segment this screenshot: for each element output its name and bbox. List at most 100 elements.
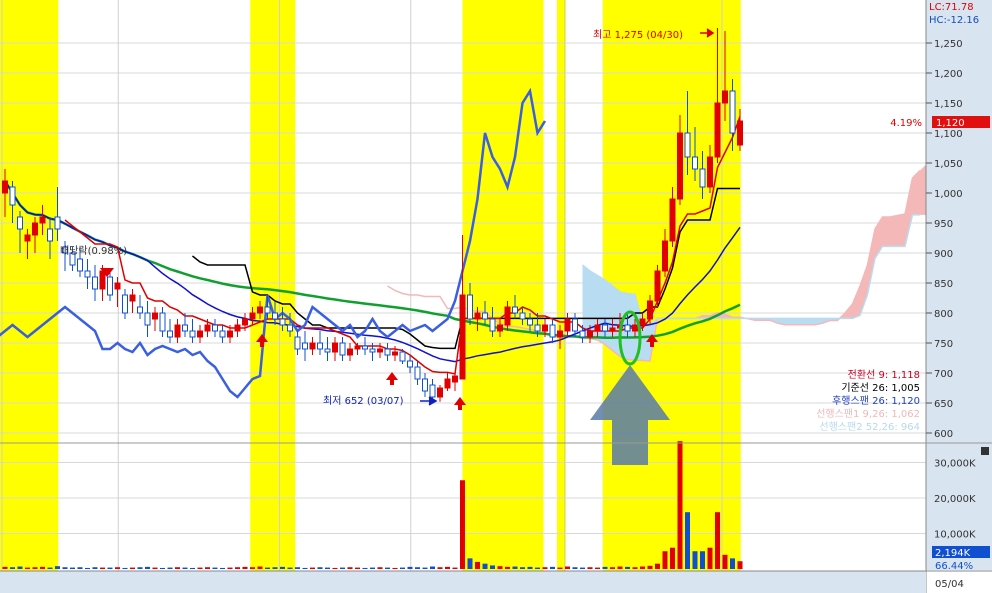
candle-body bbox=[407, 360, 413, 368]
volume-bar bbox=[640, 566, 645, 569]
candle-body bbox=[489, 318, 496, 332]
leading-span-2-line bbox=[582, 214, 920, 326]
volume-bar bbox=[565, 566, 570, 569]
candle-body bbox=[189, 330, 196, 338]
volume-bar bbox=[175, 567, 180, 569]
volume-bar bbox=[535, 567, 540, 569]
candle-body bbox=[302, 342, 308, 350]
high-annotation: 최고 1,275 (04/30) bbox=[593, 29, 683, 41]
buy-signal-arrow-icon bbox=[386, 372, 398, 385]
volume-bar bbox=[595, 567, 600, 569]
volume-bar bbox=[17, 566, 23, 569]
price-tick-label: 600 bbox=[934, 429, 953, 440]
price-axis[interactable] bbox=[926, 0, 992, 570]
candle-body bbox=[347, 348, 353, 356]
volume-bar bbox=[332, 567, 338, 569]
highlight-band bbox=[602, 0, 741, 571]
candle-body bbox=[692, 156, 698, 170]
price-tick-label: 850 bbox=[934, 279, 953, 290]
lc-value: LC:71.78 bbox=[929, 2, 974, 13]
volume-bar bbox=[722, 554, 728, 569]
price-tick-label: 700 bbox=[934, 369, 953, 380]
volume-bar bbox=[340, 567, 345, 569]
volume-bar bbox=[287, 567, 293, 569]
highlight-band bbox=[250, 0, 296, 571]
volume-bar bbox=[10, 567, 15, 569]
volume-bar bbox=[467, 558, 473, 569]
legend-span2: 선행스팬2 52,26: 964 bbox=[819, 421, 920, 433]
volume-tick-label: 10,000K bbox=[934, 530, 976, 541]
volume-bar bbox=[715, 512, 720, 569]
legend-chikou: 후행스팬 26: 1,120 bbox=[832, 395, 920, 407]
candle-body bbox=[474, 312, 481, 320]
candle-body bbox=[684, 132, 691, 158]
volume-bar bbox=[475, 561, 480, 569]
candle-body bbox=[369, 348, 376, 353]
volume-bar bbox=[460, 480, 465, 569]
close-pane-button[interactable] bbox=[981, 447, 989, 455]
volume-bar bbox=[302, 567, 308, 569]
candle-body bbox=[654, 270, 661, 302]
volume-bar bbox=[152, 567, 158, 569]
candle-body bbox=[234, 324, 241, 332]
candle-body bbox=[332, 342, 338, 353]
legend-span1: 선행스팬1 9,26: 1,062 bbox=[816, 408, 920, 420]
lagging-span-line bbox=[0, 87, 547, 399]
volume-bar bbox=[205, 567, 210, 569]
ex-dividend-label: 배당락(0.98%) bbox=[60, 245, 127, 257]
volume-bar bbox=[362, 567, 368, 569]
volume-bar bbox=[445, 566, 450, 569]
volume-bar bbox=[670, 547, 675, 569]
volume-bar bbox=[2, 566, 8, 569]
candle-body bbox=[459, 294, 466, 380]
volume-bar bbox=[212, 567, 218, 569]
candle-body bbox=[414, 366, 421, 380]
volume-bar bbox=[167, 567, 173, 569]
candle-body bbox=[737, 120, 743, 146]
volume-bar bbox=[685, 512, 690, 569]
ichimoku-cloud-segment bbox=[807, 318, 815, 325]
candle-body bbox=[444, 378, 451, 389]
candle-body bbox=[227, 330, 233, 338]
ichimoku-cloud-segment bbox=[890, 215, 898, 247]
volume-bar bbox=[550, 566, 555, 569]
volume-bar bbox=[520, 567, 525, 569]
ichimoku-cloud-segment bbox=[912, 170, 920, 215]
volume-bar bbox=[700, 551, 705, 569]
sell-signal-arrow-icon bbox=[100, 268, 114, 277]
legend-kijun: 기준선 26: 1,005 bbox=[841, 382, 920, 394]
candle-body bbox=[639, 318, 646, 326]
candle-body bbox=[707, 156, 713, 188]
volume-bar bbox=[182, 567, 188, 569]
volume-bar bbox=[257, 566, 263, 569]
price-tick-label: 650 bbox=[934, 399, 953, 410]
candle-body bbox=[632, 324, 638, 332]
candle-body bbox=[219, 330, 226, 338]
last-price-tag bbox=[932, 116, 990, 128]
volume-bar bbox=[280, 566, 285, 569]
candle-body bbox=[662, 240, 668, 272]
volume-bar bbox=[137, 567, 143, 569]
ichimoku-cloud-segment bbox=[897, 214, 905, 247]
big-up-arrow-icon bbox=[590, 365, 670, 465]
ichimoku-cloud-segment bbox=[605, 280, 613, 351]
volume-bar bbox=[512, 566, 518, 569]
volume-bar bbox=[130, 567, 135, 569]
candle-body bbox=[182, 324, 188, 332]
candle-body bbox=[497, 324, 503, 332]
price-tick-label: 1,100 bbox=[934, 129, 963, 140]
candle-body bbox=[137, 306, 143, 314]
buy-signal-arrow-icon bbox=[454, 397, 466, 410]
volume-bar bbox=[730, 558, 735, 569]
volume-bar bbox=[92, 567, 98, 569]
time-axis[interactable] bbox=[0, 571, 926, 593]
candle-body bbox=[264, 306, 271, 314]
candle-body bbox=[572, 318, 578, 332]
volume-bar bbox=[400, 567, 405, 569]
price-tick-label: 800 bbox=[934, 309, 953, 320]
candle-body bbox=[324, 348, 331, 353]
low-annotation: 최저 652 (03/07) bbox=[323, 395, 404, 407]
candle-body bbox=[339, 342, 346, 356]
candle-body bbox=[527, 318, 533, 326]
